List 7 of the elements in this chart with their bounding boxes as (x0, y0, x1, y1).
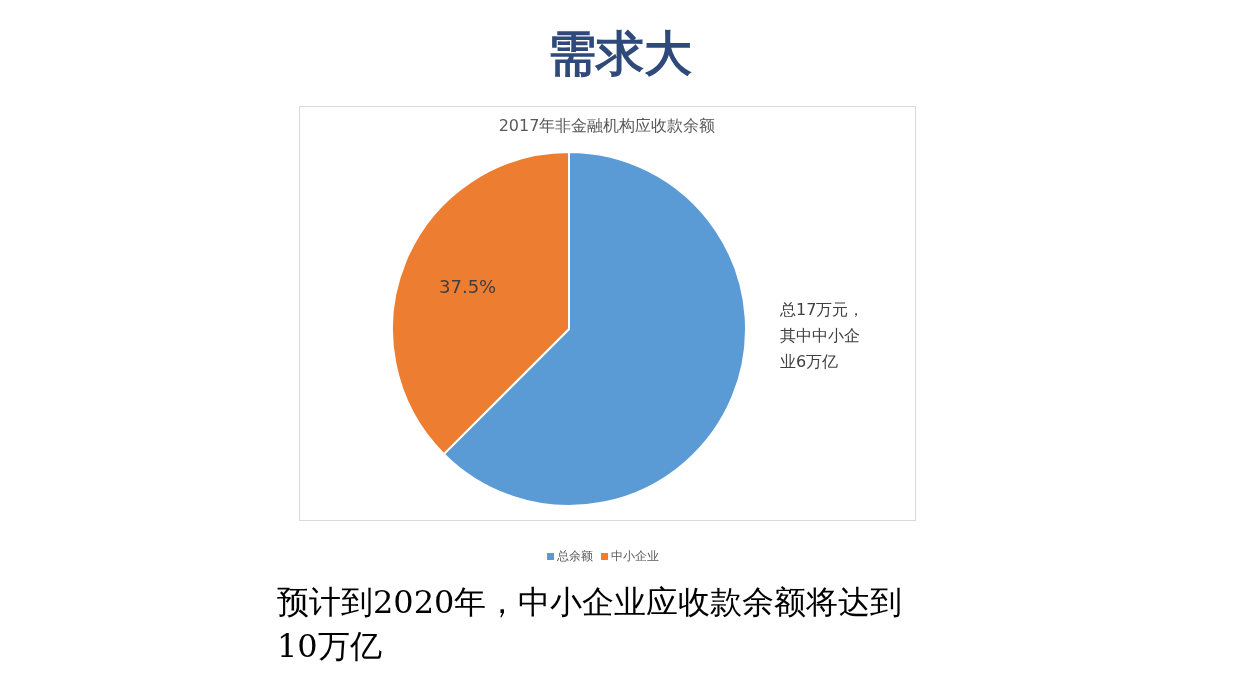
text: 预计到2020年，中小企业应收款余额将达到10万亿 (277, 582, 904, 667)
chart-title: 需求大 (547, 24, 693, 83)
text: 总17万元，其中中小企业6万亿 (780, 299, 866, 373)
chart-subtitle: 2017年非金融机构应收款余额 (497, 116, 717, 137)
legend-label: 中小企业 (610, 549, 659, 563)
data-label: 37.5% (439, 276, 497, 297)
legend-label: 总余额 (556, 549, 593, 563)
